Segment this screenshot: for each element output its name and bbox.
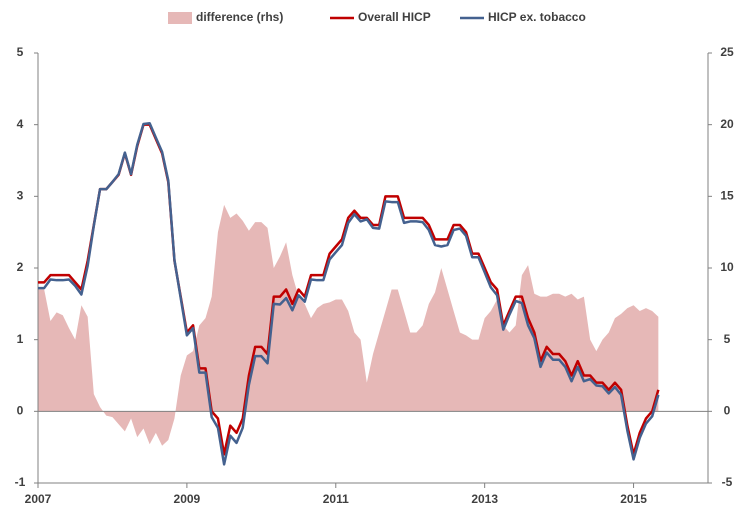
x-tick-label: 2011	[323, 492, 349, 506]
y-tick-label: 2	[17, 260, 24, 274]
y2-tick-label: 20	[720, 117, 734, 131]
legend-label: HICP ex. tobacco	[488, 10, 586, 24]
series-line	[38, 121, 660, 466]
y2-tick-label: 5	[724, 332, 731, 346]
x-tick-label: 2015	[620, 492, 647, 506]
y-tick-label: 1	[17, 332, 24, 346]
y2-tick-label: 0	[724, 404, 731, 418]
legend-label: difference (rhs)	[196, 10, 283, 24]
y-tick-label: 5	[17, 45, 24, 59]
y2-tick-label: -5	[722, 475, 733, 489]
y-tick-label: 4	[17, 117, 24, 131]
y-tick-label: 3	[17, 189, 24, 203]
y2-tick-label: 25	[720, 45, 734, 59]
y2-tick-label: 10	[720, 260, 734, 274]
y-tick-label: 0	[17, 404, 24, 418]
legend-swatch	[168, 12, 192, 24]
y2-tick-label: 15	[720, 189, 734, 203]
x-tick-label: 2013	[471, 492, 498, 506]
x-tick-label: 2007	[25, 492, 52, 506]
difference-area	[38, 204, 659, 446]
legend-label: Overall HICP	[358, 10, 431, 24]
x-tick-label: 2009	[174, 492, 201, 506]
y-tick-label: -1	[15, 475, 26, 489]
